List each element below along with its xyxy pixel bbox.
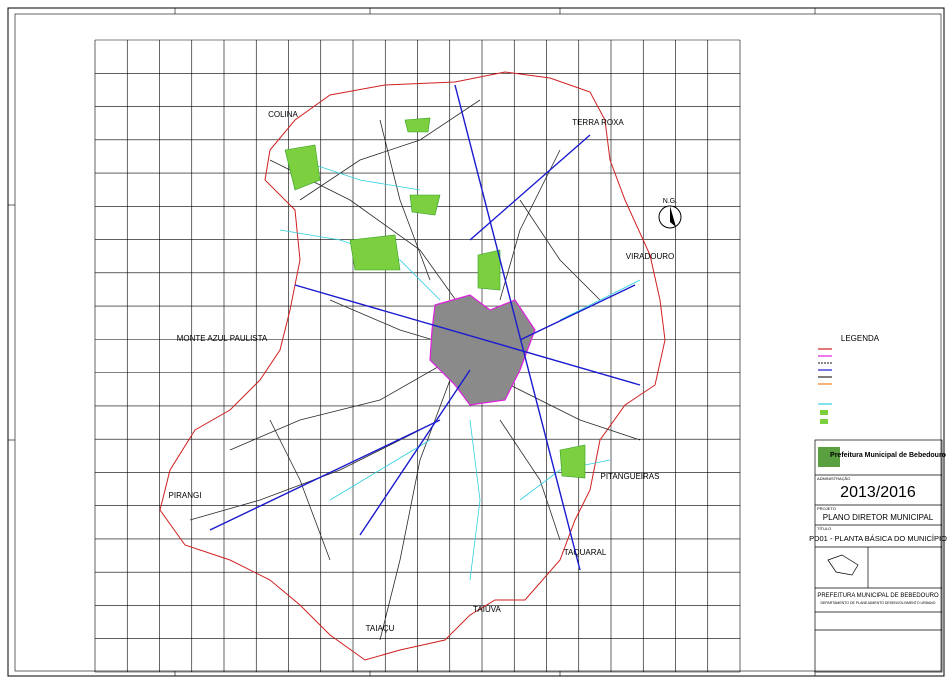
town-label: TERRA ROXA: [572, 118, 624, 127]
town-label: PIRANGI: [169, 491, 202, 500]
logo: [818, 447, 840, 467]
town-label: TAQUARAL: [564, 548, 607, 557]
town-label: TAIAÇU: [366, 624, 395, 633]
department: DEPARTAMENTO DE PLANEJAMENTO DESENVOLVIM…: [820, 601, 935, 605]
roads: [189, 99, 641, 641]
town-label: MONTE AZUL PAULISTA: [177, 334, 268, 343]
town-label: PITANGUEIRAS: [601, 472, 660, 481]
urban-area: [429, 294, 536, 406]
town-label: COLINA: [268, 110, 298, 119]
office: PREFEITURA MUNICIPAL DE BEBEDOURO: [817, 593, 939, 599]
admin-period: 2013/2016: [840, 484, 916, 501]
municipal-boundary: [159, 71, 666, 661]
green-areas: [284, 117, 586, 479]
institution: Prefeitura Municipal de Bebedouro: [830, 452, 946, 459]
north-arrow: [670, 206, 676, 227]
inner-frame: [14, 13, 942, 672]
project: PLANO DIRETOR MUNICIPAL: [823, 513, 934, 522]
field-label: PROJETO: [817, 506, 836, 511]
town-label: TAIÚVA: [473, 605, 501, 614]
highways: [209, 84, 641, 571]
coordinate-grid: [8, 8, 816, 676]
legend-title: LEGENDA: [841, 334, 880, 343]
field-label: ADMINISTRAÇÃO: [817, 476, 850, 481]
north-label: N.G.: [663, 198, 677, 205]
town-label: VIRADOURO: [626, 252, 674, 261]
sheet-title: PD01 - PLANTA BÁSICA DO MUNICÍPIO: [809, 534, 947, 543]
outer-frame: [7, 7, 945, 677]
title-block: [814, 439, 943, 673]
legend-symbols: [818, 348, 832, 424]
field-label: TÍTULO: [817, 526, 831, 531]
